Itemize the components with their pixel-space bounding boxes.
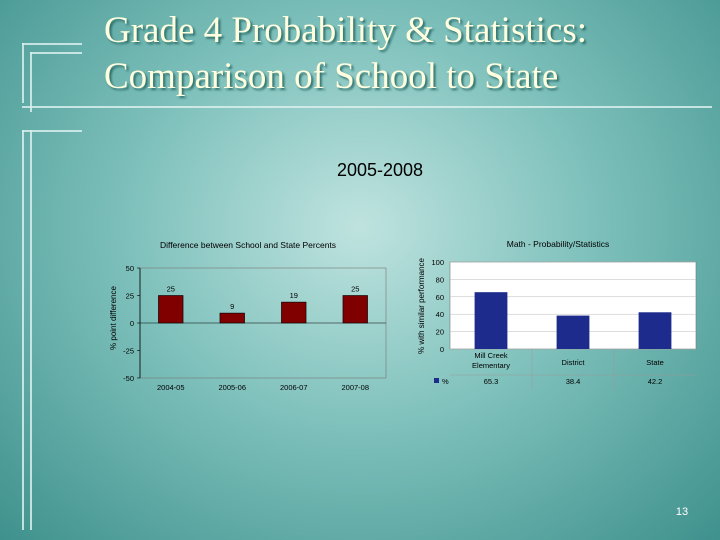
probability-chart-title: Math - Probability/Statistics xyxy=(507,239,610,249)
difference-chart-title: Difference between School and State Perc… xyxy=(160,240,336,250)
difference-chart-bar xyxy=(158,295,184,324)
slide-title-line1: Grade 4 Probability & Statistics: xyxy=(104,10,588,51)
difference-chart-y-tick-label: 50 xyxy=(126,264,134,273)
probability-chart-y-tick-label: 60 xyxy=(436,293,444,302)
frame-line-left-long-inner xyxy=(30,130,32,530)
difference-chart-y-tick-label: -50 xyxy=(123,374,134,383)
frame-line-left-top xyxy=(22,43,24,103)
frame-line-inner-top xyxy=(30,52,82,54)
probability-chart-data-label: 65.3 xyxy=(484,377,499,386)
difference-chart-bar xyxy=(281,301,307,324)
difference-chart-bar xyxy=(342,295,368,324)
probability-chart-data-label: 42.2 xyxy=(648,377,663,386)
probability-chart-y-tick-label: 20 xyxy=(436,328,444,337)
frame-line-inner-left xyxy=(30,52,32,112)
frame-line-top xyxy=(22,43,82,45)
probability-chart-y-tick-label: 80 xyxy=(436,275,444,284)
probability-chart-bar xyxy=(638,312,672,349)
frame-line-mid xyxy=(22,130,82,132)
probability-chart-category-label: State xyxy=(646,358,664,367)
probability-chart-category-label: District xyxy=(562,358,586,367)
probability-chart-y-tick-label: 0 xyxy=(440,345,444,354)
difference-chart-x-tick-label: 2005-06 xyxy=(218,383,246,392)
difference-chart-data-label: 9 xyxy=(230,302,234,311)
difference-chart-y-tick-label: -25 xyxy=(123,347,134,356)
probability-chart-bar xyxy=(474,292,508,349)
difference-chart-y-tick-label: 25 xyxy=(126,292,134,301)
difference-chart-x-tick-label: 2004-05 xyxy=(157,383,185,392)
difference-chart-data-label: 25 xyxy=(351,285,359,294)
difference-chart-y-axis-label: % point difference xyxy=(109,286,118,350)
difference-chart-y-tick-label: 0 xyxy=(130,319,134,328)
probability-chart-legend-label: % xyxy=(442,377,449,386)
difference-chart: Difference between School and State Perc… xyxy=(109,240,387,392)
page-number: 13 xyxy=(675,506,689,518)
slide-title: Grade 4 Probability & Statistics: Compar… xyxy=(104,8,704,100)
frame-line-title-divider xyxy=(22,106,712,108)
probability-chart-y-axis-label: % with similar performance xyxy=(417,257,426,354)
probability-chart-y-tick-label: 40 xyxy=(436,310,444,319)
difference-chart-data-label: 19 xyxy=(290,291,298,300)
slide-title-line2: Comparison of School to State xyxy=(104,56,559,97)
probability-chart-category-label: Mill Creek Elementary xyxy=(472,351,510,370)
difference-chart-x-tick-label: 2007-08 xyxy=(341,383,369,392)
probability-chart-bar xyxy=(556,315,590,349)
probability-chart: Math - Probability/Statistics % with sim… xyxy=(417,239,697,390)
slide-subtitle: 2005-2008 xyxy=(336,160,424,180)
difference-chart-bar xyxy=(219,312,245,324)
frame-line-left-long xyxy=(22,130,24,530)
probability-chart-legend-swatch xyxy=(434,378,439,383)
probability-chart-y-tick-label: 100 xyxy=(431,258,444,267)
difference-chart-data-label: 25 xyxy=(167,285,175,294)
difference-chart-x-tick-label: 2006-07 xyxy=(280,383,308,392)
probability-chart-data-label: 38.4 xyxy=(566,377,581,386)
